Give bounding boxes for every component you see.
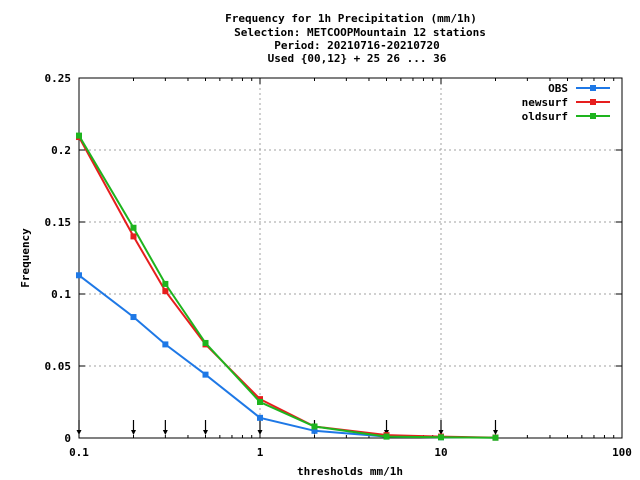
legend-label: OBS [548,82,568,95]
series-line-newsurf [78,136,496,439]
threshold-arrow [257,420,263,435]
y-axis-label: Frequency [19,228,32,288]
x-tick-label: 0.1 [69,446,89,459]
data-point [76,272,82,279]
data-point [130,233,137,240]
legend-marker [590,113,596,119]
threshold-arrow [438,420,444,435]
x-tick-label: 10 [434,446,447,459]
chart-title: Frequency for 1h Precipitation (mm/1h) S… [225,12,486,65]
legend-label: oldsurf [522,110,568,123]
series-lines [76,132,499,441]
title-line-1: Frequency for 1h Precipitation (mm/1h) [225,12,477,25]
threshold-arrow [130,420,136,435]
data-point [162,280,169,287]
data-point [130,224,137,231]
y-tick-label: 0.15 [45,216,72,229]
threshold-arrow [76,420,82,435]
threshold-arrows [76,420,498,435]
legend-entry-oldsurf: oldsurf [522,110,610,123]
x-tick-label: 100 [612,446,632,459]
data-point [257,414,263,421]
threshold-arrow [492,420,498,435]
plot-frame [78,77,623,439]
threshold-arrow [203,420,209,435]
axis-ticks: 0 0.05 0.1 0.15 0.2 0.25 0.1 1 10 100 [45,72,632,459]
legend-entry-newsurf: newsurf [522,96,610,109]
legend-marker [590,99,596,105]
x-axis-label: thresholds mm/1h [297,465,403,478]
y-tick-label: 0.05 [45,360,72,373]
legend-entry-OBS: OBS [548,82,610,95]
data-point [162,341,169,348]
y-tick-label: 0.1 [51,288,71,301]
data-point [76,132,82,139]
series-newsurf [76,134,499,441]
series-line-oldsurf [78,135,496,439]
data-point [383,433,390,440]
x-tick-label: 1 [257,446,264,459]
title-line-4: Used {00,12} + 25 26 ... 36 [268,52,447,65]
y-tick-label: 0.2 [51,144,71,157]
data-point [130,314,137,321]
y-tick-label: 0.25 [45,72,72,85]
data-point [311,423,318,430]
y-tick-label: 0 [64,432,71,445]
title-line-2: Selection: METCOOPMountain 12 stations [234,26,486,39]
threshold-arrow [162,420,168,435]
data-point [162,288,169,295]
legend-label: newsurf [522,96,568,109]
data-point [311,427,318,434]
title-line-3: Period: 20210716-20210720 [274,39,440,52]
data-point [438,434,444,441]
series-oldsurf [76,132,499,441]
legend-marker [590,85,596,91]
data-point [492,434,499,441]
data-point [257,399,263,405]
data-point [202,339,209,346]
grid [79,78,622,438]
data-point [202,371,209,378]
